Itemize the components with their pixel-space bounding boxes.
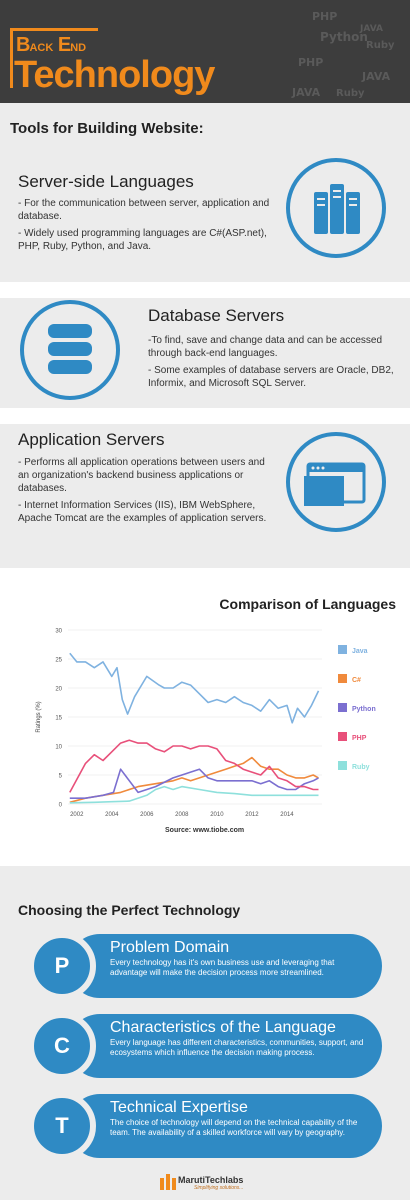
database-title: Database Servers — [148, 306, 285, 325]
choice-text: Every technology has it's own business u… — [110, 958, 335, 977]
application-text: - Performs all application operations be… — [18, 456, 276, 529]
backend-technology-logo: BACK END Technology — [10, 28, 215, 98]
x-tick-label: 2006 — [140, 812, 154, 818]
choice-letter-badge: P — [28, 932, 96, 1000]
company-name: MarutiTechlabs — [178, 1175, 244, 1185]
x-tick-label: 2004 — [105, 812, 119, 818]
legend-swatch — [338, 732, 347, 741]
choice-problem-domain: P Problem Domain Every technology has it… — [28, 932, 382, 1000]
x-tick-label: 2010 — [210, 812, 224, 818]
app-window-icon — [286, 432, 386, 532]
legend-swatch — [338, 674, 347, 683]
database-point: -To find, save and change data and can b… — [148, 335, 383, 359]
section-divider — [0, 282, 410, 298]
legend-swatch — [338, 703, 347, 712]
y-tick-label: 30 — [55, 629, 62, 635]
server-icon — [286, 158, 386, 258]
choosing-title: Choosing the Perfect Technology — [18, 902, 241, 918]
language-ratings-chart: 0 5 10 15 20 25 30 2002 2004 2006 2008 2010 2012 2014… — [36, 629, 376, 819]
choice-characteristics: C Characteristics of the Language Every … — [28, 1012, 382, 1080]
chart-source: Source: www.tiobe.com — [165, 827, 245, 834]
y-tick-label: 5 — [59, 774, 63, 780]
y-tick-label: 0 — [59, 803, 63, 809]
chart-section: Comparison of Languages 0 5 10 15 20 25 30 2002… — [0, 568, 410, 866]
logo-title: Technology — [14, 54, 215, 96]
bg-keyword: Ruby — [336, 88, 365, 99]
choice-letter: T — [55, 1113, 69, 1138]
y-axis-label: Ratings (%) — [36, 701, 42, 732]
bg-keyword: Python — [320, 30, 368, 44]
application-point: - Internet Information Services (IIS), I… — [18, 500, 267, 524]
legend-swatch — [338, 761, 347, 770]
choice-letter: C — [54, 1033, 70, 1058]
bg-keyword: JAVA — [292, 86, 321, 99]
database-text: -To find, save and change data and can b… — [148, 334, 398, 394]
choice-title: Characteristics of the Language — [110, 1019, 336, 1036]
series-line-java — [69, 652, 320, 724]
logo-letter-b: B — [16, 34, 30, 56]
server-side-point: - For the communication between server, … — [18, 198, 270, 222]
server-side-text: - For the communication between server, … — [18, 197, 280, 257]
choice-title: Problem Domain — [110, 939, 230, 956]
database-icon — [20, 300, 120, 400]
choice-banner — [68, 934, 382, 998]
x-tick-label: 2008 — [175, 812, 189, 818]
choice-text: The choice of technology will depend on … — [110, 1118, 358, 1137]
legend-label: Java — [352, 648, 368, 655]
company-logo-icon — [160, 1174, 176, 1190]
company-logo: MarutiTechlabs Simplifying solutions... — [160, 1173, 260, 1195]
bg-keyword: PHP — [312, 10, 338, 23]
choice-text: Every language has different characteris… — [110, 1038, 364, 1057]
application-point: - Performs all application operations be… — [18, 457, 265, 494]
logo-frame — [10, 28, 98, 88]
choice-letter-badge: T — [28, 1092, 96, 1160]
choice-letter: P — [54, 953, 70, 978]
bg-keyword: JAVA — [360, 24, 384, 34]
company-tagline: Simplifying solutions... — [194, 1185, 244, 1191]
header-banner: PHP JAVA Python Ruby PHP JAVA Ruby JAVA … — [0, 0, 410, 103]
tools-title: Tools for Building Website: — [10, 120, 204, 137]
logo-letter-e: E — [57, 34, 71, 56]
section-divider — [0, 408, 410, 424]
server-side-title: Server-side Languages — [18, 172, 194, 191]
choice-technical-expertise: T Technical Expertise The choice of tech… — [28, 1092, 382, 1160]
y-tick-label: 10 — [55, 745, 62, 751]
legend-label: PHP — [352, 735, 367, 742]
chart-title: Comparison of Languages — [219, 596, 396, 612]
legend-label: Ruby — [352, 764, 370, 771]
legend-label: Python — [352, 706, 376, 713]
choice-title: Technical Expertise — [110, 1099, 248, 1116]
logo-subtitle: BACK END — [16, 34, 86, 57]
choice-banner — [68, 1014, 382, 1078]
y-tick-label: 20 — [55, 687, 62, 693]
legend-label: C# — [352, 677, 361, 684]
bg-keyword: JAVA — [362, 70, 391, 83]
logo-letters-ack: ACK — [29, 42, 54, 54]
legend-swatch — [338, 645, 347, 654]
logo-letters-nd: ND — [70, 42, 87, 54]
y-tick-label: 25 — [55, 658, 62, 664]
background-keywords: PHP JAVA Python Ruby PHP JAVA Ruby JAVA — [290, 4, 410, 103]
choice-letter-badge: C — [28, 1012, 96, 1080]
application-title: Application Servers — [18, 430, 165, 449]
x-tick-label: 2012 — [245, 812, 259, 818]
bg-keyword: PHP — [298, 56, 324, 69]
database-point: - Some examples of database servers are … — [148, 365, 394, 389]
x-tick-label: 2002 — [70, 812, 84, 818]
choice-banner — [68, 1094, 382, 1158]
series-line-ruby — [69, 785, 319, 804]
series-line-php — [69, 739, 319, 793]
server-side-point: - Widely used programming languages are … — [18, 228, 267, 252]
bg-keyword: Ruby — [366, 40, 395, 51]
series-line-python — [69, 768, 319, 799]
y-tick-label: 15 — [55, 716, 62, 722]
x-tick-label: 2014 — [280, 812, 294, 818]
